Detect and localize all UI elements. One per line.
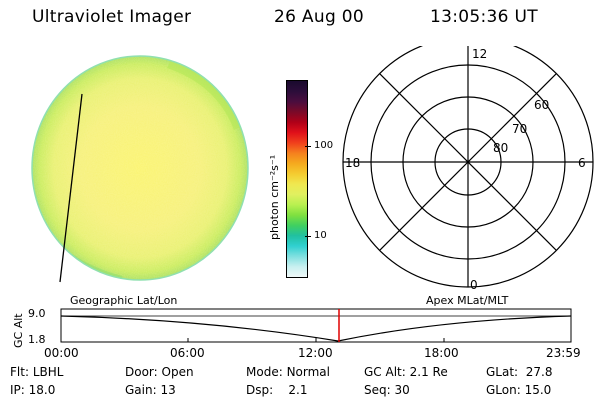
altitude-timeline-plot <box>60 308 572 343</box>
glon-value: 15.0 <box>524 383 552 397</box>
polar-mlat-mlt-plot: 12 6 0 18 60 70 80 <box>342 46 594 292</box>
altitude-ymin-label: 1.8 <box>28 333 46 346</box>
mlt-label-12: 12 <box>472 47 487 61</box>
time-tick-1800: 18:00 <box>424 346 459 360</box>
dsp-value: 2.1 <box>288 383 308 397</box>
mode-value: Normal <box>286 365 330 379</box>
image-date: 26 Aug 00 <box>274 7 364 27</box>
geographic-label: Geographic Lat/Lon <box>70 294 178 307</box>
door-value: Open <box>161 365 194 379</box>
apex-label: Apex MLat/MLT <box>426 294 509 307</box>
flt-value: LBHL <box>32 365 64 379</box>
gain-key: Gain: <box>125 383 157 397</box>
colorbar-tick-10: 10 <box>314 230 327 241</box>
altitude-curve <box>60 315 572 342</box>
lat-label-60: 60 <box>534 98 549 112</box>
color-scale-bar <box>286 80 308 278</box>
time-tick-1200: 12:00 <box>298 346 333 360</box>
instrument-title: Ultraviolet Imager <box>32 7 192 27</box>
uv-earth-image <box>31 55 249 283</box>
gcalt-value: 2.1 Re <box>409 365 448 379</box>
gcalt-key: GC Alt: <box>364 365 406 379</box>
terminator-line <box>59 93 83 283</box>
colorbar-tick-100: 100 <box>314 140 334 151</box>
lat-label-80: 80 <box>493 141 508 155</box>
ip-key: IP: <box>10 383 25 397</box>
time-tick-2359: 23:59 <box>546 346 581 360</box>
altitude-ymax-label: 9.0 <box>28 307 46 320</box>
earth-limb <box>31 55 249 281</box>
glat-key: GLat: <box>486 365 519 379</box>
mlt-label-18: 18 <box>345 156 360 170</box>
mlt-label-6: 6 <box>578 156 586 170</box>
mode-key: Mode: <box>246 365 283 379</box>
flt-key: Flt: <box>10 365 29 379</box>
colorbar-unit-label: photon cm⁻²s⁻¹ <box>268 154 281 240</box>
altitude-axis-label: GC Alt <box>12 313 25 348</box>
time-tick-0600: 06:00 <box>170 346 205 360</box>
lat-label-70: 70 <box>512 122 527 136</box>
time-tick-0000: 00:00 <box>44 346 79 360</box>
gain-value: 13 <box>160 383 176 397</box>
ip-value: 18.0 <box>28 383 56 397</box>
glon-key: GLon: <box>486 383 521 397</box>
door-key: Door: <box>125 365 158 379</box>
glat-value: 27.8 <box>525 365 553 379</box>
seq-value: 30 <box>394 383 410 397</box>
image-time: 13:05:36 UT <box>430 7 538 27</box>
dsp-key: Dsp: <box>246 383 274 397</box>
seq-key: Seq: <box>364 383 391 397</box>
mlt-label-0: 0 <box>470 278 478 292</box>
